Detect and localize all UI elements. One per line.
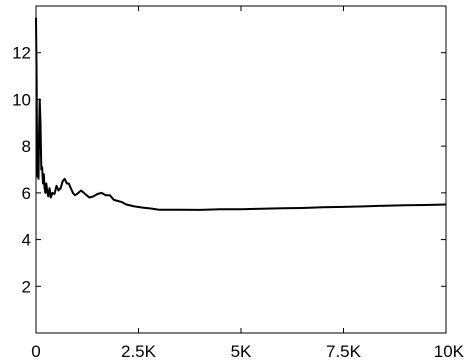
x-tick-label: 5K: [231, 342, 252, 361]
y-tick-label: 2: [22, 277, 31, 296]
x-tick-label: 0: [31, 342, 40, 361]
x-tick-label: 7.5K: [326, 342, 362, 361]
x-tick-label: 2.5K: [121, 342, 157, 361]
y-tick-label: 12: [12, 44, 31, 63]
y-axis-ticks: 2 4 6 8 10 12: [12, 44, 446, 296]
y-tick-label: 4: [22, 231, 31, 250]
data-series-group: [35, 17, 447, 211]
x-axis-ticks: 0 2.5K 5K 7.5K 10K: [31, 6, 465, 361]
y-tick-label: 10: [12, 90, 31, 109]
y-tick-label: 6: [22, 184, 31, 203]
series-line-0: [35, 17, 447, 211]
x-tick-label: 10K: [434, 342, 465, 361]
y-tick-label: 8: [22, 137, 31, 156]
